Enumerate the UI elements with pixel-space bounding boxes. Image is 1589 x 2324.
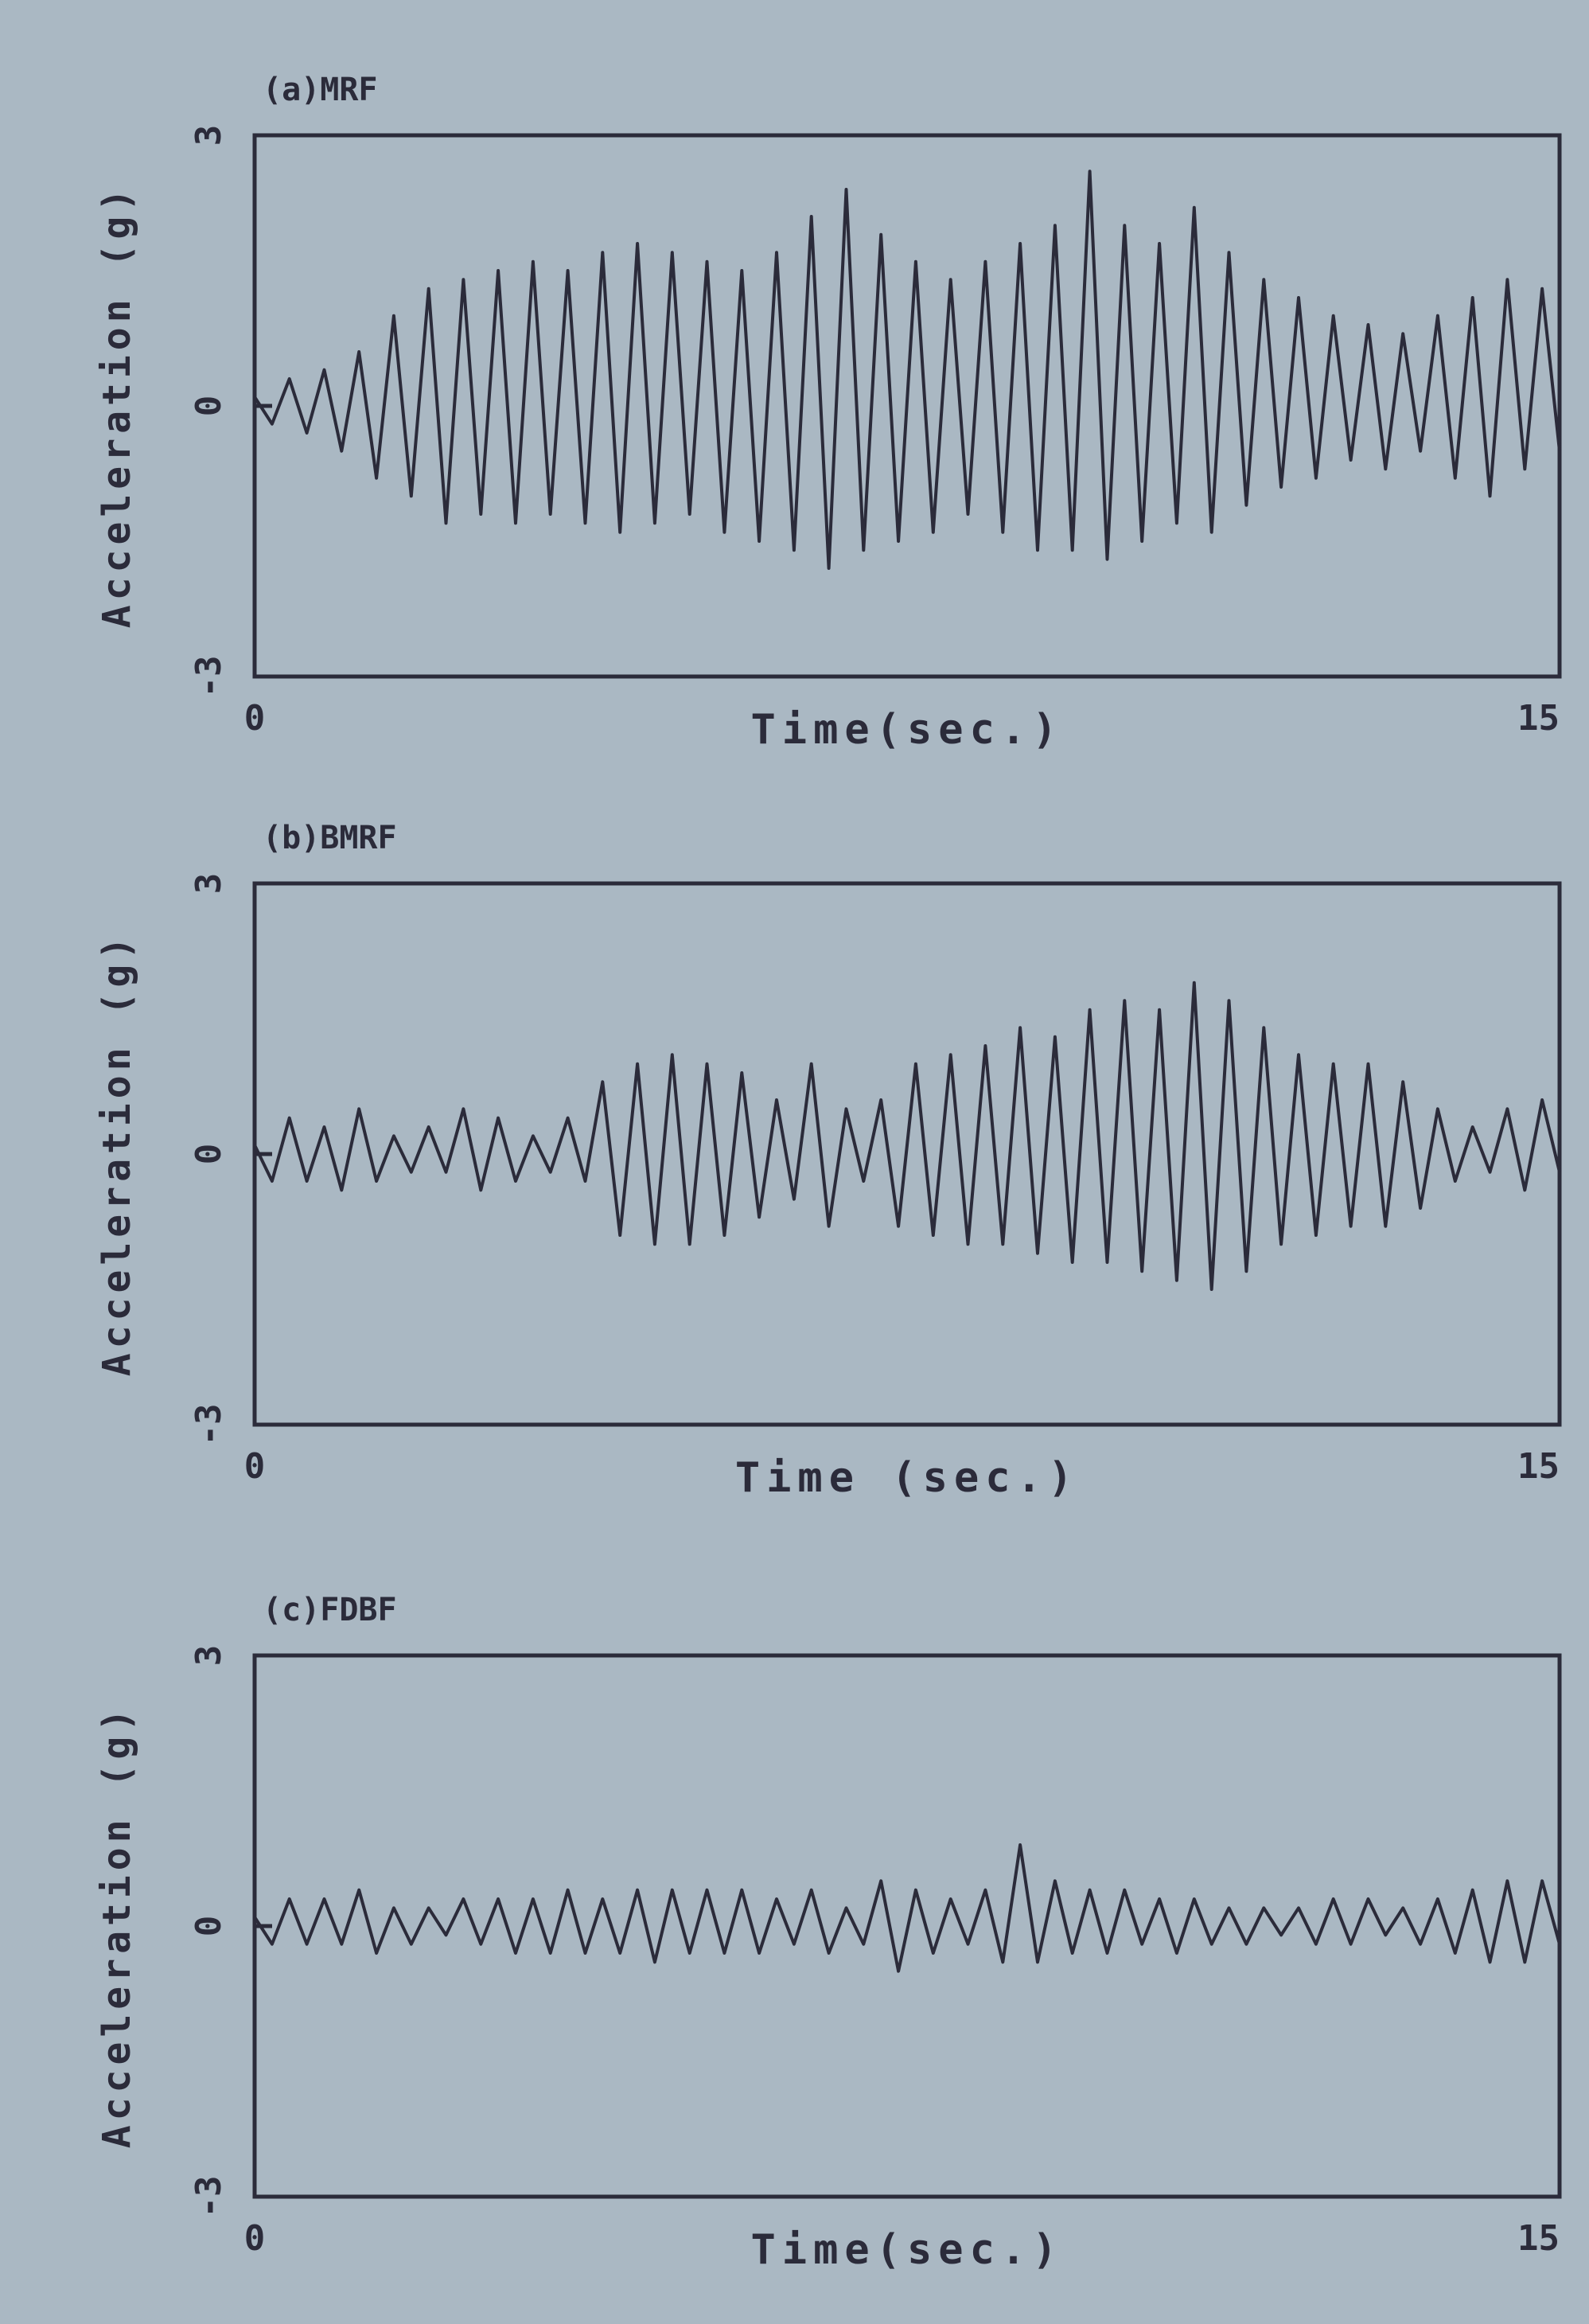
signal-line [253,1843,1561,1973]
signal-line [253,981,1561,1291]
x-tick-label: 0 [244,2218,266,2259]
y-tick-label: 0 [189,1144,229,1165]
y-tick-label: 3 [189,873,229,895]
y-tick-label: 3 [189,125,229,146]
y-tick-label: 0 [189,396,229,417]
y-axis-label: Acceleration (g) [95,932,139,1376]
y-tick-label: -3 [189,656,229,698]
x-tick-label: 15 [1517,2218,1560,2259]
chart-title: (c)FDBF [263,1592,397,1628]
y-tick-label: -3 [189,2176,229,2218]
x-tick-label: 0 [244,1446,266,1487]
chart-title: (a)MRF [263,72,378,108]
x-axis-label: Time (sec.) [735,1454,1079,1502]
signal-line [253,170,1561,570]
x-axis-label: Time(sec.) [750,706,1063,754]
x-axis-label: Time(sec.) [750,2226,1063,2274]
y-tick-label: 3 [189,1645,229,1667]
y-tick-label: 0 [189,1916,229,1937]
y-axis-label: Acceleration (g) [95,184,139,628]
x-tick-label: 0 [244,698,266,739]
x-tick-label: 15 [1517,1446,1560,1487]
chart-title: (b)BMRF [263,820,397,856]
x-tick-label: 15 [1517,698,1560,739]
y-axis-label: Acceleration (g) [95,1704,139,2148]
y-tick-label: -3 [189,1404,229,1446]
